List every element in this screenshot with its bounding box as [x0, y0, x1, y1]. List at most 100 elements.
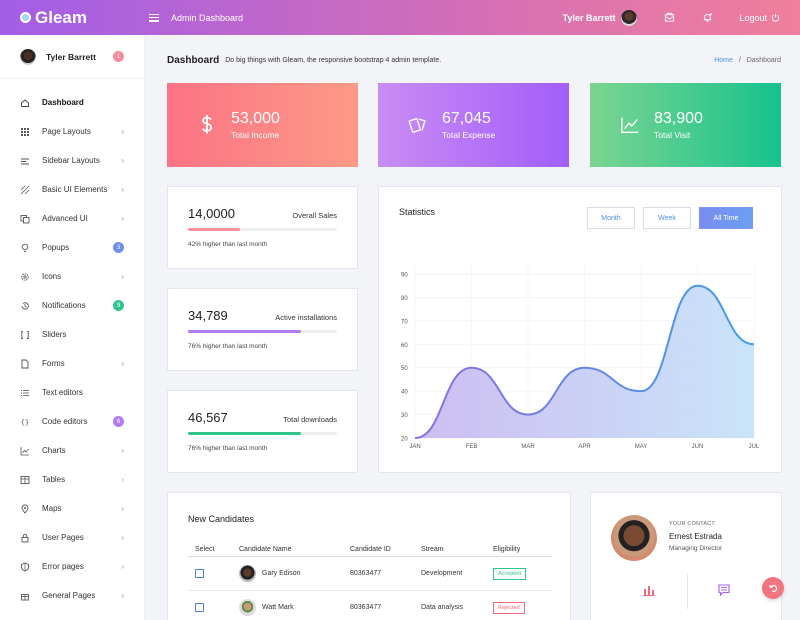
profile-name: Tyler Barrett	[46, 51, 96, 62]
sidebar-item-label: Dashboard	[42, 98, 84, 107]
candidate-name: Gary Edison	[262, 570, 301, 577]
column-header: Candidate ID	[350, 545, 391, 553]
sidebar-item-maps[interactable]: Maps ›	[0, 494, 144, 523]
contact-name: Ernest Estrada	[669, 532, 722, 541]
y-tick-label: 20	[401, 437, 408, 443]
sidebar-profile[interactable]: Tyler Barrett 1	[0, 35, 144, 79]
home-icon	[20, 98, 30, 108]
column-header: Stream	[421, 545, 444, 553]
history-icon	[20, 301, 30, 311]
sidebar-item-basic-ui-elements[interactable]: Basic UI Elements ›	[0, 175, 144, 204]
logout-button[interactable]: Logout	[739, 13, 780, 23]
chevron-right-icon: ›	[121, 533, 124, 542]
sidebar-item-label: Tables	[42, 475, 66, 484]
stat-label: Total Expense	[442, 130, 496, 140]
stat-value: 67,045	[442, 110, 491, 127]
list-icon	[20, 388, 30, 398]
chevron-right-icon: ›	[121, 272, 124, 281]
sidebar-item-charts[interactable]: Charts ›	[0, 436, 144, 465]
count-badge: 9	[113, 300, 124, 311]
sidebar-item-label: Sliders	[42, 330, 67, 339]
mini-value: 14,0000	[188, 206, 235, 221]
mini-note: 42% higher than last month	[188, 241, 268, 248]
sidebar-item-sidebar-layouts[interactable]: Sidebar Layouts ›	[0, 146, 144, 175]
sidebar-item-label: Icons	[42, 272, 62, 281]
chevron-right-icon: ›	[121, 156, 124, 165]
menu-icon[interactable]	[149, 13, 159, 22]
avatar	[239, 565, 256, 582]
chevron-right-icon: ›	[121, 185, 124, 194]
sidebar-item-advanced-ui[interactable]: Advanced UI ›	[0, 204, 144, 233]
stat-label: Total Income	[231, 130, 280, 140]
sidebar-item-icons[interactable]: Icons ›	[0, 262, 144, 291]
page-header: Dashboard Do big things with Gleam, the …	[167, 53, 781, 67]
sidebar-item-user-pages[interactable]: User Pages ›	[0, 523, 144, 552]
x-tick-label: JUN	[692, 444, 704, 450]
mini-value: 46,567	[188, 410, 228, 425]
contact-heading: YOUR CONTACT	[669, 521, 715, 527]
status-badge: Accepted	[493, 567, 526, 580]
candidates-table: Select Candidate Name Candidate ID Strea…	[188, 542, 552, 620]
y-tick-label: 50	[401, 366, 408, 372]
brand-mark-icon	[20, 12, 31, 23]
series-line	[414, 284, 755, 439]
candidate-stream: Data analysis	[421, 604, 464, 611]
svg-text:{}: {}	[21, 418, 29, 426]
sidebar-item-page-layouts[interactable]: Page Layouts ›	[0, 117, 144, 146]
sidebar-item-notifications[interactable]: Notifications 9	[0, 291, 144, 320]
sidebar-item-forms[interactable]: Forms ›	[0, 349, 144, 378]
x-tick-label: FEB	[466, 444, 478, 450]
breadcrumb-home-link[interactable]: Home	[714, 56, 733, 64]
candidate-name-cell: Watt Mark	[239, 599, 350, 616]
bar-chart-icon[interactable]	[642, 583, 656, 597]
table-row: Gary Edison 80363477 Development Accepte…	[188, 557, 552, 591]
select-cell	[188, 603, 239, 612]
file-icon	[20, 359, 30, 369]
tab-month[interactable]: Month	[587, 207, 635, 229]
mini-label: Overall Sales	[292, 211, 337, 220]
table-row: Watt Mark 80363477 Data analysis Rejecte…	[188, 591, 552, 620]
sidebar-item-text-editors[interactable]: Text editors	[0, 378, 144, 407]
sidebar-item-code-editors[interactable]: {} Code editors 6	[0, 407, 144, 436]
shield-icon	[20, 562, 30, 572]
x-tick-label: MAR	[521, 444, 535, 450]
sidebar-item-label: Popups	[42, 243, 70, 252]
tab-week[interactable]: Week	[643, 207, 691, 229]
bell-icon[interactable]	[701, 12, 713, 24]
cards-icon	[408, 114, 428, 136]
column-header: Eligibility	[493, 545, 521, 553]
sidebar: Tyler Barrett 1 Dashboard Page Layouts › Si…	[0, 35, 145, 620]
row-checkbox[interactable]	[195, 603, 204, 612]
sidebar-item-tables[interactable]: Tables ›	[0, 465, 144, 494]
y-tick-label: 60	[401, 343, 408, 349]
row-checkbox[interactable]	[195, 569, 204, 578]
sidebar-item-sliders[interactable]: Sliders	[0, 320, 144, 349]
chevron-right-icon: ›	[121, 214, 124, 223]
brand-logo[interactable]: Gleam	[0, 8, 145, 28]
column-header: Select	[195, 545, 215, 553]
table-icon	[20, 475, 30, 485]
header-user-name[interactable]: Tyler Barrett	[562, 12, 616, 23]
sidebar-item-general-pages[interactable]: General Pages ›	[0, 581, 144, 610]
overall-sales-card: 14,0000 Overall Sales 42% higher than la…	[167, 186, 358, 269]
sidebar-item-error-pages[interactable]: Error pages ›	[0, 552, 144, 581]
candidate-id: 80363477	[350, 604, 382, 611]
sidebar-item-popups[interactable]: Popups 3	[0, 233, 144, 262]
chevron-right-icon: ›	[121, 359, 124, 368]
new-candidates-card: New Candidates Select Candidate Name Can…	[167, 492, 571, 620]
sidebar-item-label: Error pages	[42, 562, 84, 571]
floating-action-button[interactable]	[762, 577, 784, 599]
mail-icon[interactable]	[663, 12, 675, 24]
message-icon[interactable]	[717, 583, 731, 597]
brand-name: Gleam	[35, 7, 87, 27]
stat-value: 53,000	[231, 110, 280, 127]
x-tick-label: APR	[578, 444, 591, 450]
header-avatar[interactable]	[621, 9, 638, 26]
statistics-title: Statistics	[399, 207, 436, 217]
tab-all-time[interactable]: All Time	[699, 207, 753, 229]
progress-fill	[188, 228, 241, 231]
trend-icon	[620, 114, 640, 136]
sidebar-item-dashboard[interactable]: Dashboard	[0, 88, 144, 117]
progress-fill	[188, 330, 302, 333]
count-badge: 3	[113, 242, 124, 253]
